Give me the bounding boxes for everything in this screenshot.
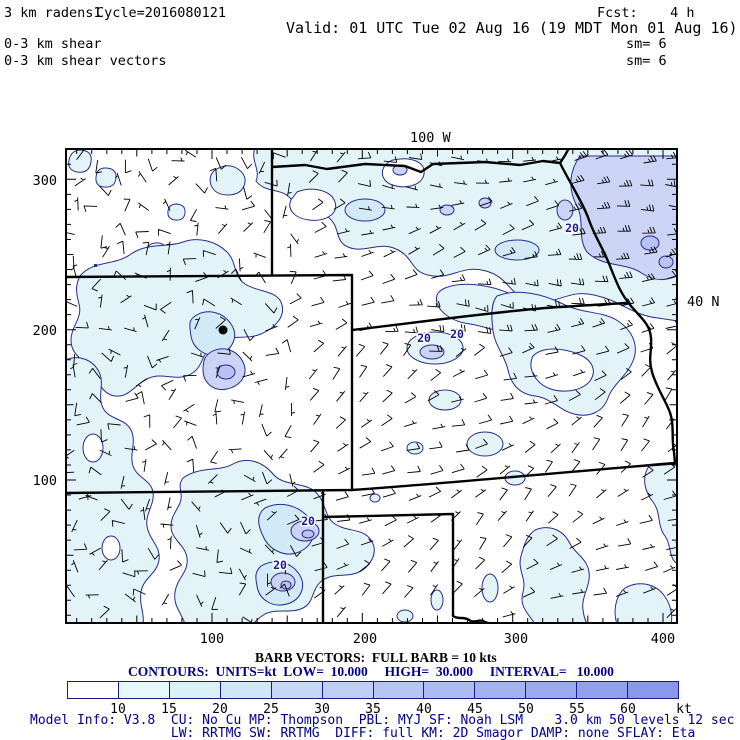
colorbar-tick-label: 55 bbox=[569, 702, 585, 717]
colorbar-cell bbox=[117, 682, 169, 698]
colorbar-cell bbox=[627, 682, 679, 698]
colorbar-cell bbox=[576, 682, 628, 698]
colorbar-unit-label: kt bbox=[676, 702, 692, 717]
wind-barbs bbox=[65, 148, 678, 624]
contour-label-20: 20 bbox=[273, 558, 287, 572]
colorbar-tick-label: 40 bbox=[416, 702, 432, 717]
model-info-line1: Model Info: V3.8 CU: No Cu MP: Thompson … bbox=[30, 713, 735, 728]
model-cycle: Cycle=2016080121 bbox=[96, 5, 227, 21]
axis-tick-marks bbox=[67, 150, 676, 622]
top-meridian-label: 100 W bbox=[410, 130, 451, 146]
colorbar-cell bbox=[68, 682, 118, 698]
contour-value-labels: 20 20 20 20 20 bbox=[272, 220, 581, 574]
barb-legend: BARB VECTORS: FULL BARB = 10 kts bbox=[255, 650, 497, 665]
colorbar-tick-label: 30 bbox=[314, 702, 330, 717]
y-axis-tick-200: 200 bbox=[32, 323, 57, 339]
colorbar-cell bbox=[168, 682, 220, 698]
colorbar-cell bbox=[423, 682, 475, 698]
colorbar bbox=[67, 681, 679, 699]
y-axis-tick-300: 300 bbox=[32, 173, 57, 189]
colorbar-tick-label: 60 bbox=[620, 702, 636, 717]
field-name-shear-vectors: 0-3 km shear vectors bbox=[4, 53, 167, 69]
colorbar-cell bbox=[525, 682, 577, 698]
x-axis-tick-400: 400 bbox=[650, 631, 676, 647]
x-axis-tick-300: 300 bbox=[503, 631, 529, 647]
colorbar-cell bbox=[270, 682, 322, 698]
model-info-line2: LW: RRTMG SW: RRTMG DIFF: full KM: 2D Sm… bbox=[30, 726, 696, 740]
colorbar-tick-label: 45 bbox=[467, 702, 483, 717]
contour-label-20: 20 bbox=[450, 327, 464, 341]
colorbar-cell bbox=[474, 682, 526, 698]
state-borders bbox=[65, 148, 677, 624]
colorbar-tick-label: 15 bbox=[161, 702, 177, 717]
colorbar-tick-label: 50 bbox=[518, 702, 534, 717]
colorbar-cell bbox=[321, 682, 373, 698]
shear-map-canvas[interactable]: 20 20 20 20 20 bbox=[65, 148, 678, 624]
colorbar-cell bbox=[372, 682, 424, 698]
field-name-shear: 0-3 km shear bbox=[4, 36, 102, 52]
colorbar-tick-label: 20 bbox=[212, 702, 228, 717]
colorbar-tick-label: 25 bbox=[263, 702, 279, 717]
forecast-hour: Fcst: 4 h bbox=[597, 5, 695, 21]
colorbar-tick-label: 35 bbox=[365, 702, 381, 717]
y-axis-tick-100: 100 bbox=[32, 473, 57, 489]
valid-time: Valid: 01 UTC Tue 02 Aug 16 (19 MDT Mon … bbox=[286, 19, 738, 37]
x-axis-tick-200: 200 bbox=[352, 631, 378, 647]
station-marker-dot[interactable] bbox=[218, 325, 228, 335]
contour-legend: CONTOURS: UNITS=kt LOW= 10.000 HIGH= 30.… bbox=[128, 664, 614, 679]
contour-fills bbox=[65, 148, 678, 624]
colorbar-cell bbox=[219, 682, 271, 698]
smoothing-2: sm= 6 bbox=[626, 53, 667, 69]
smoothing-1: sm= 6 bbox=[626, 36, 667, 52]
colorbar-tick-label: 10 bbox=[110, 702, 126, 717]
product-title: 3 km radens1 bbox=[4, 5, 102, 21]
contour-label-20: 20 bbox=[417, 331, 431, 345]
x-axis-tick-100: 100 bbox=[199, 631, 225, 647]
right-parallel-label: 40 N bbox=[687, 294, 720, 310]
contour-label-20: 20 bbox=[301, 514, 315, 528]
contour-label-20: 20 bbox=[565, 221, 579, 235]
map-frame bbox=[65, 148, 678, 624]
